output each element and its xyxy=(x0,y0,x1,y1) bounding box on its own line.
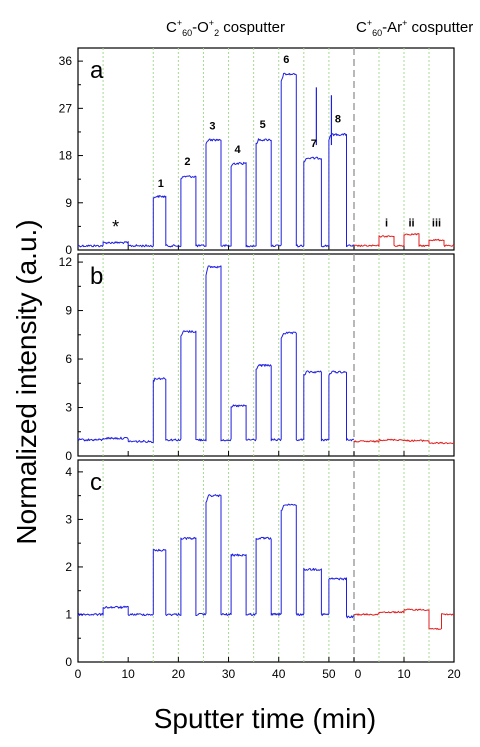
panel-c: 0 1 2 3 4 c xyxy=(65,459,455,669)
y-tick-label: 12 xyxy=(59,255,73,269)
x-tick-label: 10 xyxy=(122,667,136,681)
step-label: iii xyxy=(432,217,441,229)
panel-frame xyxy=(77,459,455,663)
x-tick-label: 50 xyxy=(322,667,336,681)
x-tick-label: 30 xyxy=(222,667,236,681)
step-label: 7 xyxy=(311,138,317,150)
y-tick-label: 6 xyxy=(65,352,72,366)
y-tick-label: 1 xyxy=(65,607,72,621)
section-title-ar: C+60-Ar+ cosputter xyxy=(356,18,473,38)
series-o2-cosputter xyxy=(77,72,355,248)
x-tick-label: 20 xyxy=(447,667,461,681)
series-ar-cosputter xyxy=(353,608,455,630)
step-label: 8 xyxy=(335,114,341,126)
y-tick-label: 9 xyxy=(65,196,72,210)
asterisk-marker: * xyxy=(112,217,119,237)
panel-frame xyxy=(77,253,455,457)
panel-letter: c xyxy=(90,469,102,496)
y-tick-label: 9 xyxy=(65,304,72,318)
x-axis: 0 10 20 30 40 50 0 10 20 xyxy=(75,667,461,681)
panel-letter: a xyxy=(90,57,104,84)
step-label: 5 xyxy=(260,119,266,131)
step-label: 2 xyxy=(184,156,190,168)
y-tick-label: 2 xyxy=(65,560,72,574)
y-tick-label: 0 xyxy=(65,655,72,669)
step-label: 4 xyxy=(235,144,242,156)
series-o2-cosputter xyxy=(77,494,355,619)
section-title-o2: C+60-O+2 cosputter xyxy=(166,18,285,38)
x-tick-label: 0 xyxy=(355,667,362,681)
step-label: 6 xyxy=(283,54,289,66)
panel-b: 0 3 6 9 12 b xyxy=(59,253,455,463)
y-tick-label: 4 xyxy=(65,465,72,479)
y-tick-label: 18 xyxy=(59,149,73,163)
y-tick-label: 3 xyxy=(65,401,72,415)
y-tick-label: 27 xyxy=(59,101,73,115)
series-o2-cosputter xyxy=(77,265,355,443)
y-tick-label: 36 xyxy=(59,54,73,68)
x-axis-title: Sputter time (min) xyxy=(154,703,377,734)
panel-frame xyxy=(77,47,455,251)
series-ar-cosputter xyxy=(353,233,455,247)
step-label: i xyxy=(385,217,388,229)
step-label: ii xyxy=(408,217,414,229)
x-tick-label: 20 xyxy=(172,667,186,681)
x-tick-label: 0 xyxy=(75,667,82,681)
x-tick-label: 10 xyxy=(397,667,411,681)
step-label: 1 xyxy=(158,178,164,190)
x-tick-label: 40 xyxy=(272,667,286,681)
y-axis-title: Normalized intensity (a.u.) xyxy=(11,219,42,544)
series-ar-cosputter xyxy=(353,438,454,445)
step-label: 3 xyxy=(209,120,215,132)
y-tick-label: 3 xyxy=(65,512,72,526)
y-tick-label: 0 xyxy=(65,449,72,463)
y-tick-label: 0 xyxy=(65,243,72,257)
panel-letter: b xyxy=(90,263,103,290)
